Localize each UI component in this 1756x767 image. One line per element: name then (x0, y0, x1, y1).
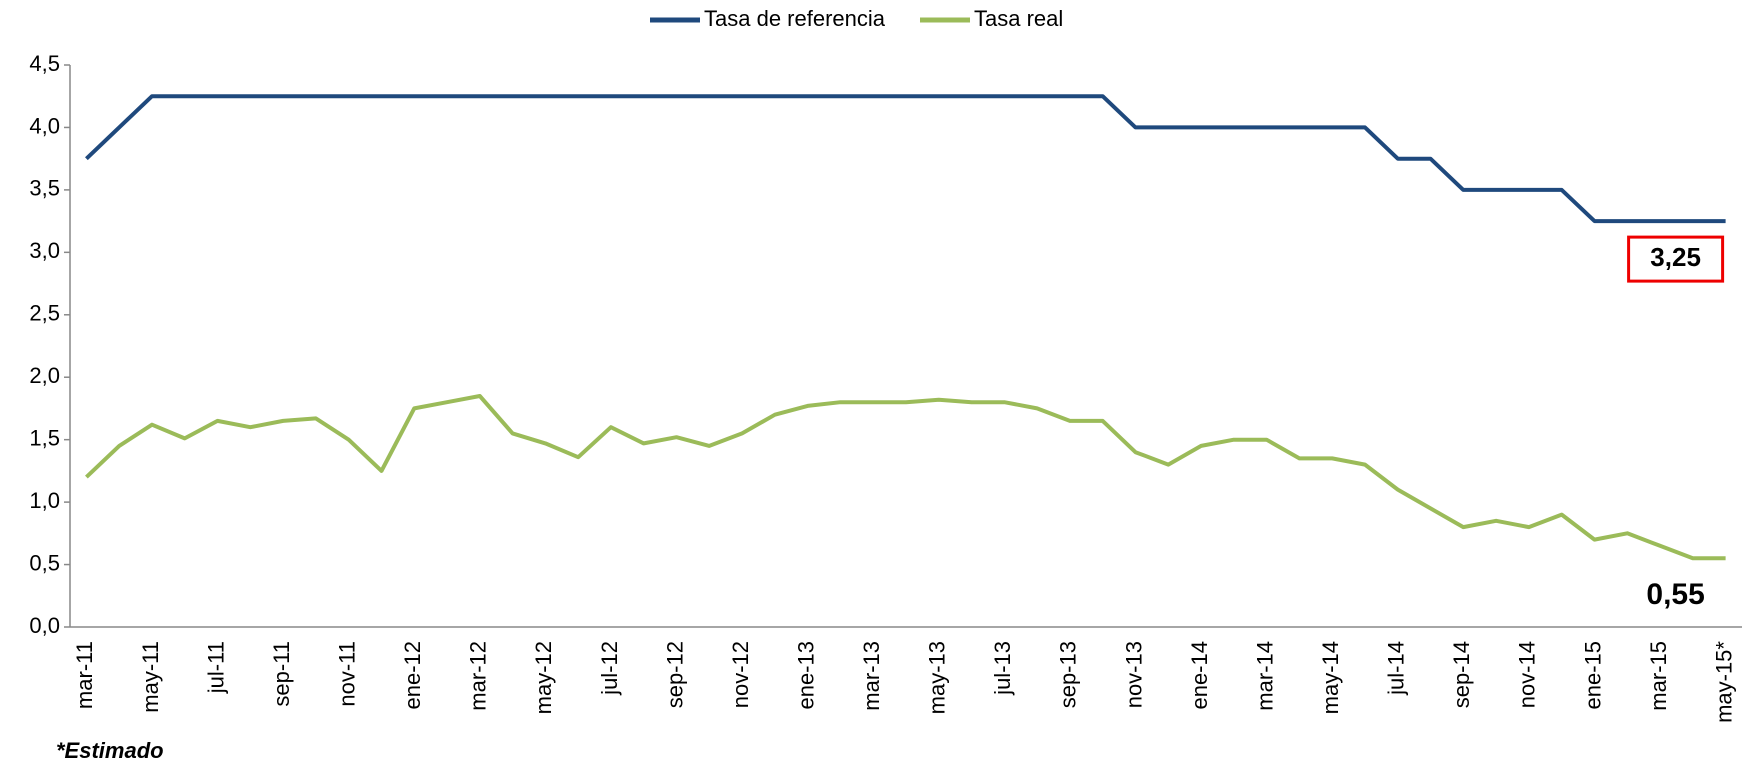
x-tick-label: nov-14 (1515, 641, 1540, 708)
y-tick-label: 3,0 (29, 238, 60, 263)
x-tick-label: jul-14 (1384, 641, 1409, 696)
y-tick-label: 2,5 (29, 301, 60, 326)
x-tick-label: sep-14 (1449, 641, 1474, 708)
x-tick-label: mar-13 (859, 641, 884, 711)
y-tick-label: 2,0 (29, 363, 60, 388)
x-tick-label: nov-11 (334, 641, 359, 707)
x-tick-label: may-15* (1711, 641, 1736, 723)
x-tick-label: sep-12 (662, 641, 687, 708)
x-tick-label: ene-15 (1580, 641, 1605, 710)
x-tick-label: mar-11 (72, 641, 97, 709)
y-tick-label: 1,0 (29, 488, 60, 513)
y-tick-label: 0,0 (29, 613, 60, 638)
x-tick-label: nov-13 (1121, 641, 1146, 708)
x-tick-label: nov-12 (728, 641, 753, 708)
x-tick-label: may-14 (1318, 641, 1343, 714)
y-tick-label: 3,5 (29, 176, 60, 201)
x-tick-label: ene-14 (1187, 641, 1212, 710)
legend-label: Tasa de referencia (704, 6, 886, 31)
series-line (85, 394, 1726, 561)
x-tick-label: mar-12 (466, 641, 491, 711)
x-tick-label: may-12 (531, 641, 556, 714)
x-tick-label: may-13 (925, 641, 950, 714)
value-label: 3,25 (1650, 242, 1701, 272)
y-tick-label: 4,0 (29, 113, 60, 138)
x-tick-label: sep-13 (1056, 641, 1081, 708)
x-tick-label: mar-14 (1252, 641, 1277, 711)
x-tick-label: ene-13 (793, 641, 818, 710)
y-tick-label: 4,5 (29, 51, 60, 76)
x-tick-label: mar-15 (1646, 641, 1671, 711)
series-line (85, 94, 1726, 224)
note: *Estimado (56, 738, 164, 763)
x-tick-label: may-11 (138, 641, 163, 713)
y-tick-label: 1,5 (29, 425, 60, 450)
y-tick-label: 0,5 (29, 550, 60, 575)
legend-label: Tasa real (974, 6, 1063, 31)
value-label: 0,55 (1646, 578, 1704, 611)
label-box (1627, 235, 1725, 283)
x-tick-label: jul-13 (990, 641, 1015, 696)
x-tick-label: ene-12 (400, 641, 425, 710)
x-tick-label: sep-11 (269, 641, 294, 707)
x-tick-label: jul-12 (597, 641, 622, 696)
x-tick-label: jul-11 (203, 641, 228, 694)
